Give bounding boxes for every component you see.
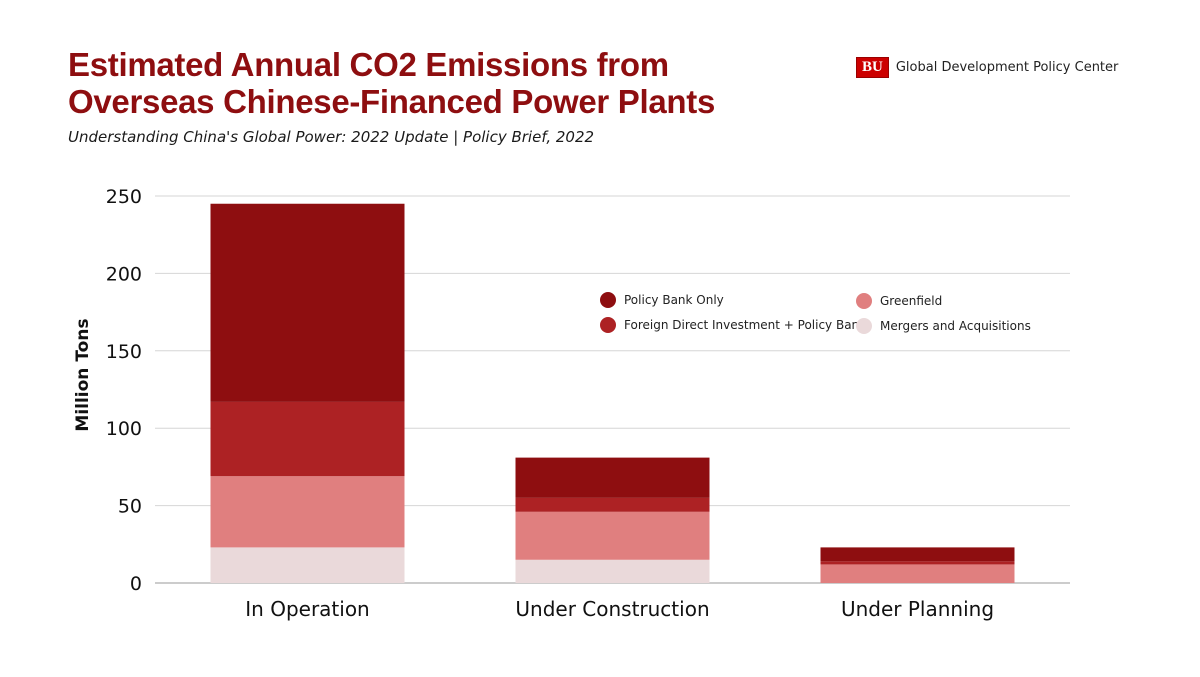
bar-stack-under-construction bbox=[515, 457, 710, 583]
bar-segment-foreign-direct-investment-policy-bank bbox=[515, 497, 710, 512]
legend-swatch bbox=[856, 318, 872, 334]
y-axis-label: Million Tons bbox=[73, 318, 93, 431]
bu-logo: BU bbox=[856, 57, 889, 78]
legend-swatch bbox=[856, 293, 872, 309]
x-tick-label: Under Construction bbox=[515, 597, 709, 621]
legend-swatch bbox=[600, 317, 616, 333]
legend: Policy Bank Only Foreign Direct Investmen… bbox=[600, 292, 1031, 334]
y-tick-label: 100 bbox=[106, 418, 142, 440]
y-tick-label: 0 bbox=[130, 573, 142, 595]
bar-segment-mergers-and-acquisitions bbox=[210, 547, 405, 583]
y-tick-label: 200 bbox=[106, 263, 142, 285]
legend-label: Foreign Direct Investment + Policy Bank bbox=[624, 318, 866, 332]
legend-label: Greenfield bbox=[880, 294, 942, 308]
bar-stack-under-planning bbox=[820, 547, 1015, 583]
y-axis-ticks: 0 50 100 150 200 250 bbox=[106, 186, 142, 595]
legend-label: Mergers and Acquisitions bbox=[880, 319, 1031, 333]
bar-segment-policy-bank-only bbox=[515, 457, 710, 498]
x-tick-label: Under Planning bbox=[841, 597, 994, 621]
chart-title: Estimated Annual CO2 Emissions from Over… bbox=[68, 46, 715, 120]
bar-segment-mergers-and-acquisitions bbox=[515, 559, 710, 583]
x-tick-label: In Operation bbox=[245, 597, 369, 621]
bar-segment-greenfield bbox=[210, 476, 405, 548]
legend-swatch bbox=[600, 292, 616, 308]
brand: BU Global Development Policy Center bbox=[856, 57, 1118, 78]
brand-name: Global Development Policy Center bbox=[895, 60, 1119, 75]
bar-segment-policy-bank-only bbox=[820, 547, 1015, 562]
bar-stack-in-operation bbox=[210, 203, 405, 583]
y-tick-label: 250 bbox=[106, 186, 142, 208]
bar-segment-foreign-direct-investment-policy-bank bbox=[210, 401, 405, 477]
bar-segment-greenfield bbox=[820, 564, 1015, 583]
bar-segment-policy-bank-only bbox=[210, 203, 405, 402]
legend-item-greenfield: Greenfield bbox=[856, 293, 942, 309]
legend-item-policy-bank-only: Policy Bank Only bbox=[600, 292, 724, 308]
legend-label: Policy Bank Only bbox=[624, 293, 724, 307]
bar-segment-greenfield bbox=[515, 511, 710, 560]
chart-title-line-2: Overseas Chinese-Financed Power Plants bbox=[68, 83, 716, 120]
chart-title-line-1: Estimated Annual CO2 Emissions from bbox=[68, 46, 669, 83]
legend-item-mergers-and-acquisitions: Mergers and Acquisitions bbox=[856, 318, 1031, 334]
y-tick-label: 50 bbox=[118, 496, 142, 518]
x-axis-labels: In Operation Under Construction Under Plan… bbox=[245, 597, 994, 621]
y-tick-label: 150 bbox=[106, 341, 142, 363]
bar-segment-foreign-direct-investment-policy-bank bbox=[820, 561, 1015, 565]
legend-item-foreign-direct-investment-policy-bank: Foreign Direct Investment + Policy Bank bbox=[600, 317, 866, 333]
chart-subtitle: Understanding China's Global Power: 2022… bbox=[68, 128, 595, 146]
bars bbox=[210, 203, 1015, 583]
